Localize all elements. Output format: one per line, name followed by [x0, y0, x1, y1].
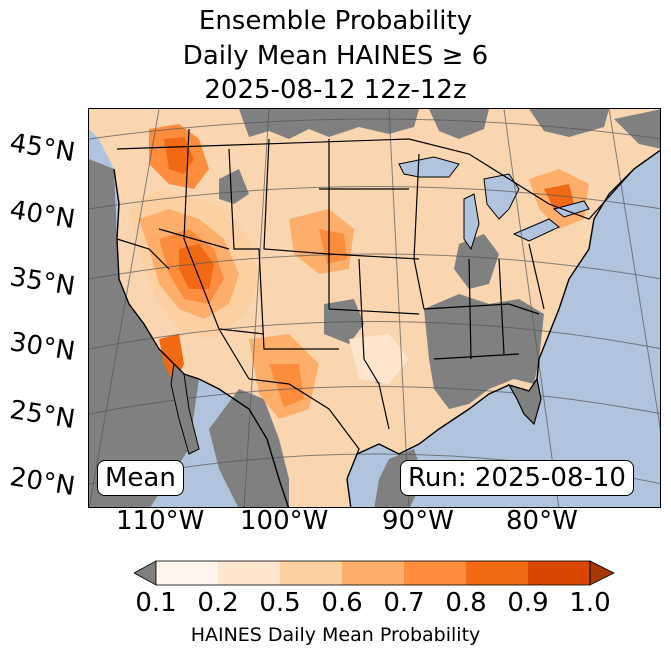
lon-label-80: 80°W: [506, 506, 578, 536]
colorbar-tick-0.7: 0.7: [383, 588, 425, 618]
colorbar-tick-0.9: 0.9: [507, 588, 549, 618]
colorbar: [134, 560, 615, 586]
map-svg: [89, 109, 660, 507]
colorbar-bin-2: [218, 561, 280, 585]
run-label-box: Run: 2025-08-10: [400, 460, 634, 496]
colorbar-bin-5: [404, 561, 466, 585]
colorbar-label: HAINES Daily Mean Probability: [190, 624, 481, 646]
lat-label-25: 25°N: [7, 395, 78, 436]
colorbar-bin-6: [466, 561, 528, 585]
colorbar-tick-0.5: 0.5: [259, 588, 301, 618]
colorbar-under-arrow: [134, 560, 157, 586]
masked-regions: [89, 109, 660, 507]
stat-label-box: Mean: [97, 460, 184, 496]
title-line-3: 2025-08-12 12z-12z: [204, 75, 467, 105]
lon-label-110: 110°W: [116, 506, 205, 536]
florida-peninsula: [507, 377, 542, 426]
lat-label-30: 30°N: [7, 327, 78, 368]
lon-label-90: 90°W: [382, 506, 454, 536]
state-borders: [116, 128, 660, 455]
colorbar-bin-4: [342, 561, 404, 585]
colorbar-frame: [155, 560, 591, 586]
colorbar-tick-1.0: 1.0: [569, 588, 611, 618]
probability-map: [88, 108, 661, 508]
lat-label-45: 45°N: [7, 128, 78, 169]
colorbar-tick-0.8: 0.8: [445, 588, 487, 618]
lat-label-40: 40°N: [7, 195, 78, 236]
lat-label-35: 35°N: [7, 262, 78, 303]
colorbar-bin-1: [156, 561, 218, 585]
colorbar-tick-0.6: 0.6: [321, 588, 363, 618]
colorbar-bin-7: [528, 561, 590, 585]
title-line-2: Daily Mean HAINES ≥ 6: [182, 41, 489, 71]
great-lakes: [398, 156, 590, 251]
colorbar-tick-0.2: 0.2: [197, 588, 239, 618]
colorbar-over-arrow: [589, 560, 615, 586]
colorbar-bin-3: [280, 561, 342, 585]
lat-label-20: 20°N: [7, 462, 78, 503]
lon-label-100: 100°W: [240, 506, 329, 536]
colorbar-tick-0.1: 0.1: [135, 588, 177, 618]
title-line-1: Ensemble Probability: [198, 6, 473, 36]
baja-peninsula: [170, 362, 200, 455]
